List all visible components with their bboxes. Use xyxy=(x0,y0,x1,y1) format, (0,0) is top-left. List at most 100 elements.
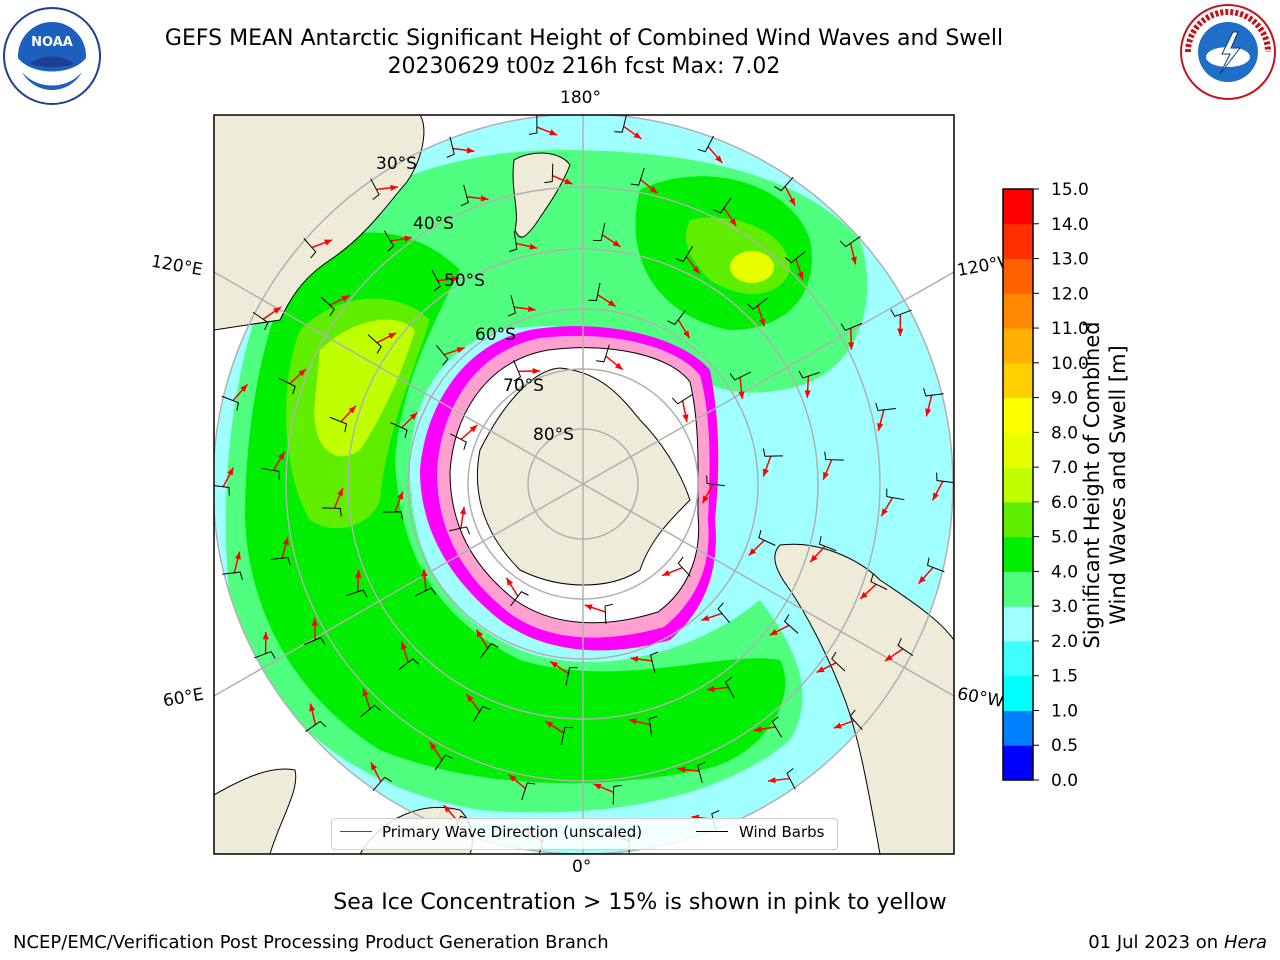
wind-barb xyxy=(446,136,455,158)
svg-text:NOAA: NOAA xyxy=(31,35,73,50)
wave-arrow-head xyxy=(810,554,818,563)
wave-arrow-head xyxy=(240,384,248,392)
wave-arrow-head xyxy=(692,266,700,274)
wind-barb xyxy=(785,250,806,264)
wave-arrow-head xyxy=(584,604,593,611)
wave-arrow-head xyxy=(759,318,766,327)
wind-barb xyxy=(303,238,317,259)
colorbar-block xyxy=(1003,467,1033,503)
wave-arrow-head xyxy=(762,468,769,477)
colorbar-block xyxy=(1003,432,1033,468)
wind-barb xyxy=(431,269,442,292)
wave-direction-legend-label: Primary Wave Direction (unscaled) xyxy=(382,823,643,841)
wind-barb xyxy=(717,602,731,624)
wave-arrow-head xyxy=(925,408,932,417)
wave-arrow-head xyxy=(769,629,778,636)
wave-arrow-head xyxy=(545,721,554,728)
wind-barb xyxy=(305,720,327,732)
wave-arrow-head xyxy=(823,471,829,480)
wave-arrow-head xyxy=(309,703,316,712)
wind-barb xyxy=(544,163,554,184)
wave-arrow-head xyxy=(860,591,868,599)
wind-barb xyxy=(667,309,687,326)
wind-barb xyxy=(360,704,381,718)
wind-barb xyxy=(839,236,861,248)
wind-barb xyxy=(697,761,706,784)
wind-barb xyxy=(383,511,404,520)
lat-label-50s: 50°S xyxy=(444,271,485,291)
colorbar-tick-label: 7.0 xyxy=(1051,458,1078,478)
new-zealand-land xyxy=(512,152,571,238)
colorbar-block xyxy=(1003,536,1033,572)
wind-barb xyxy=(472,705,491,723)
colorbar-ticks: 0.0 0.5 1.0 1.5 2.0 3.0 4.0 5.0 6.0 7.0 8.0 9.0 10.0… xyxy=(1033,180,1089,791)
wave-arrow-head xyxy=(738,391,745,399)
wind-barb xyxy=(560,726,573,746)
wind-barb xyxy=(398,658,419,671)
wind-barb xyxy=(798,370,821,379)
wave-arrow-head xyxy=(409,412,418,420)
lat-label-40s: 40°S xyxy=(413,214,454,234)
footer-credit: NCEP/EMC/Verification Post Processing Pr… xyxy=(13,932,609,953)
wave-arrow-head xyxy=(508,774,517,782)
wind-barb xyxy=(370,178,380,200)
wind-barb xyxy=(649,651,659,673)
wind-barb xyxy=(786,768,796,790)
wave-arrow-head xyxy=(918,576,926,584)
colorbar-block xyxy=(1003,397,1033,433)
colorbar-block xyxy=(1003,640,1033,677)
wave-arrow-head xyxy=(341,295,350,302)
colorbar-tick-label: 6.0 xyxy=(1051,493,1078,513)
wind-barb xyxy=(383,230,395,252)
lon-label-0: 0° xyxy=(572,857,592,877)
wave-arrow-head xyxy=(397,491,404,500)
wave-arrow-head xyxy=(527,305,536,313)
wave-arrow-head xyxy=(466,147,475,154)
wave-arrow-head xyxy=(804,390,811,398)
wave-arrow-head xyxy=(628,718,637,725)
wave-arrow-head xyxy=(848,342,855,350)
colorbar-block xyxy=(1003,745,1033,781)
wave-arrow-head xyxy=(459,506,467,515)
lat-label-30s: 30°S xyxy=(376,154,417,174)
wind-barb xyxy=(604,603,613,625)
wind-barb xyxy=(762,448,783,457)
wave-arrow-head xyxy=(682,414,689,423)
colorbar-tick-label: 0.0 xyxy=(1051,771,1078,791)
wave-arrow-head xyxy=(850,256,857,265)
colorbar-block xyxy=(1003,223,1033,260)
wind-barb xyxy=(507,295,517,317)
colorbar-tick-label: 11.0 xyxy=(1051,319,1089,339)
wave-arrow-head xyxy=(630,655,639,663)
wave-arrow-head xyxy=(881,508,888,517)
wave-arrow-head xyxy=(429,741,437,750)
colorbar-block xyxy=(1003,362,1033,399)
wind-barbs xyxy=(214,115,954,854)
wind-barb xyxy=(758,530,776,546)
wave-arrow-head xyxy=(633,132,642,139)
wave-arrow-head xyxy=(593,783,602,790)
wave-arrow-head xyxy=(564,178,573,185)
footer-date: 01 Jul 2023 on Hera xyxy=(1088,932,1267,953)
wind-barb xyxy=(460,184,469,207)
wave-arrow-head xyxy=(298,369,306,377)
wave-arrow-head xyxy=(273,307,282,314)
wind-barb xyxy=(831,651,846,672)
wave-arrow-head xyxy=(788,197,796,206)
wind-barb xyxy=(784,614,799,634)
wind-barb xyxy=(278,377,296,395)
wave-arrow-head xyxy=(282,537,289,546)
lat-label-60s: 60°S xyxy=(475,325,516,345)
wave-arrow-head xyxy=(884,654,893,661)
colorbar-tick-label: 2.0 xyxy=(1051,632,1078,652)
wind-barb xyxy=(390,422,408,438)
wave-arrow-head xyxy=(506,577,514,586)
wave-arrow-head xyxy=(355,570,362,578)
wave-arrow-head xyxy=(615,362,623,370)
wave-arrow-head xyxy=(466,694,474,702)
colorbar-tick-label: 13.0 xyxy=(1051,250,1089,270)
wind-barb xyxy=(448,526,471,535)
wave-arrow-head xyxy=(550,661,559,669)
wave-field-max xyxy=(730,251,774,283)
colorbar-tick-label: 14.0 xyxy=(1051,215,1089,235)
